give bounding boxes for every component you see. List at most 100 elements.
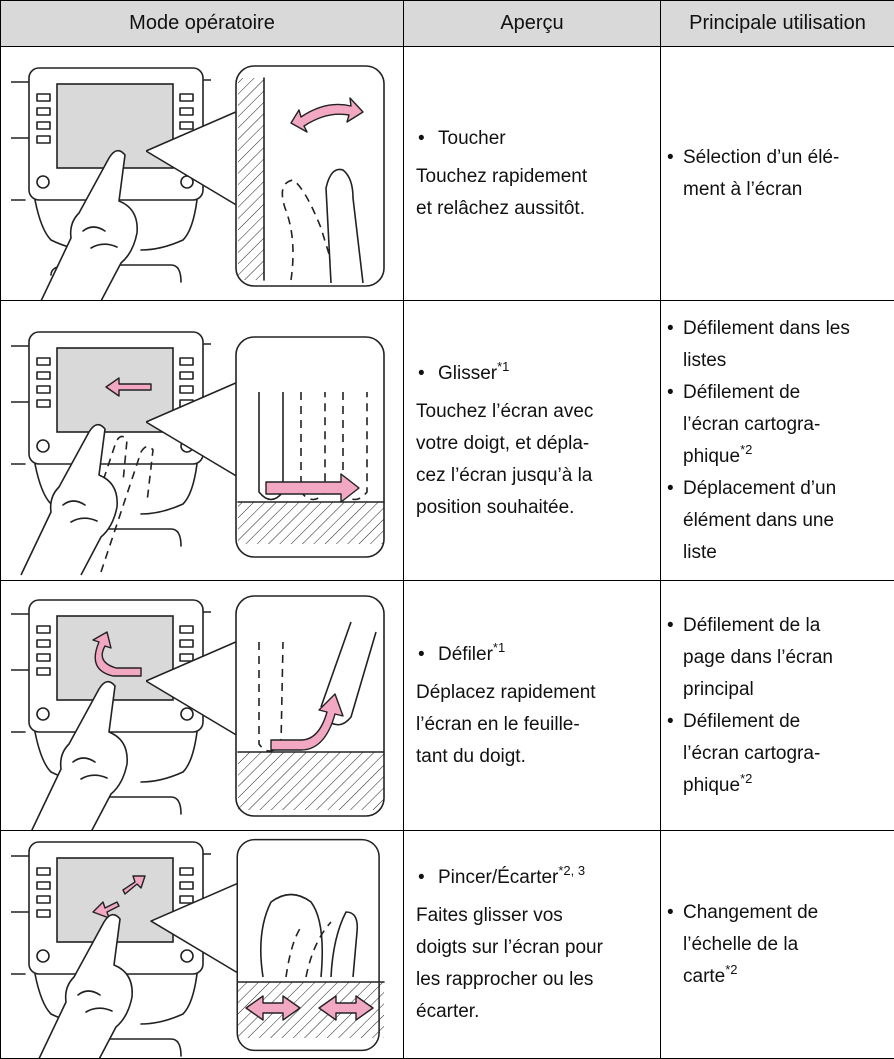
usage-line: listes (683, 345, 894, 377)
usage-line: carte*2 (683, 961, 894, 993)
usage-line: ment à l’écran (683, 174, 894, 206)
usage-text: phique (683, 446, 740, 467)
footnote-ref: *1 (493, 640, 505, 655)
usage-item: Déplacement d’un élément dans une liste (667, 473, 894, 569)
usage-line: Défilement dans les (683, 313, 894, 345)
usage-line: page dans l’écran (683, 642, 894, 674)
gesture: Toucher (416, 123, 660, 155)
usage-text: l’échelle de la (683, 934, 798, 955)
illustration-cell (1, 301, 404, 581)
usage-line: l’écran cartogra- (683, 409, 894, 441)
pinch-illustration (1, 832, 404, 1058)
usage-item: Changement de l’échelle de la carte*2 (667, 897, 894, 993)
usage-text: Sélection d’un élé- (683, 147, 839, 168)
usage-text: carte (683, 966, 725, 987)
header-cell: Mode opératoire (1, 1, 404, 47)
usage-text: Défilement de (683, 382, 800, 403)
drawing-rect (238, 502, 384, 544)
usage-item: Défilement dans les listes (667, 313, 894, 377)
description-line: Touchez rapidement (416, 161, 660, 193)
usage-text: liste (683, 542, 717, 563)
usage-line: élément dans une (683, 505, 894, 537)
usage-item: Défilement de la page dans l’écran princip… (667, 610, 894, 706)
description-line: Touchez l’écran avec (416, 396, 660, 428)
description-line: les rapprocher ou les (416, 964, 660, 996)
usage-line: phique*2 (683, 441, 894, 473)
drawing-path (261, 894, 322, 977)
header-cell: Aperçu (404, 1, 661, 47)
header-cell: Principale utilisation (661, 1, 894, 47)
usage-cell: Défilement de la page dans l’écran princip… (661, 581, 894, 831)
illustration-cell (1, 581, 404, 831)
usage-line: Défilement de (683, 706, 894, 738)
usage-item: Défilement de l’écran cartogra-phique*2 (667, 377, 894, 473)
drawing-thead: Mode opératoire Aperçu Principale utilis… (1, 1, 894, 47)
usage-text: ment à l’écran (683, 179, 802, 200)
usage-line: Défilement de la (683, 610, 894, 642)
usage-text: Déplacement d’un (683, 478, 836, 499)
usage-line: Défilement de (683, 377, 894, 409)
description-line: Déplacez rapidement (416, 677, 660, 709)
header-row: Mode opératoire Aperçu Principale utilis… (1, 1, 894, 47)
usage-text: listes (683, 350, 726, 371)
gesture-name: Toucher (438, 128, 506, 149)
usage-text: l’écran cartogra- (683, 414, 820, 435)
usage-line: l’échelle de la (683, 929, 894, 961)
usage-cell: Changement de l’échelle de la carte*2 (661, 831, 894, 1059)
usage-line: l’écran cartogra- (683, 738, 894, 770)
usage-cell: Défilement dans les listes Défilement de l’… (661, 301, 894, 581)
description-line: votre doigt, et dépla- (416, 428, 660, 460)
usage-line: Changement de (683, 897, 894, 929)
gesture: Défiler*1 (416, 639, 660, 671)
footnote-ref: *2 (740, 771, 752, 786)
usage-cell: Sélection d’un élé-ment à l’écran (661, 47, 894, 301)
description-line: l’écran en le feuille- (416, 709, 660, 741)
usage-text: Défilement de (683, 711, 800, 732)
usage-line: principal (683, 674, 894, 706)
description-line: cez l’écran jusqu’à la (416, 460, 660, 492)
description-line: tant du doigt. (416, 741, 660, 773)
gesture-name: Défiler (438, 644, 493, 665)
usage-line: Sélection d’un élé- (683, 142, 894, 174)
footnote-ref: *2 (725, 962, 737, 977)
gesture: Pincer/Écarter*2, 3 (416, 862, 660, 894)
drag-illustration (1, 302, 404, 580)
gesture-name: Glisser (438, 363, 497, 384)
usage-text: l’écran cartogra- (683, 743, 820, 764)
description-line: Faites glisser vos (416, 900, 660, 932)
usage-text: principal (683, 679, 754, 700)
description-line: et relâchez aussitôt. (416, 193, 660, 225)
usage-text: Défilement dans les (683, 318, 850, 339)
tap-illustration (1, 48, 404, 300)
usage-text: page dans l’écran (683, 647, 833, 668)
usage-text: phique (683, 775, 740, 796)
gesture-name: Pincer/Écarter (438, 867, 558, 888)
description-line: écarter. (416, 996, 660, 1028)
usage-text: élément dans une (683, 510, 834, 531)
footnote-ref: *2 (740, 442, 752, 457)
illustration-cell (1, 831, 404, 1059)
usage-text: Défilement de la (683, 615, 820, 636)
flick-illustration (1, 582, 404, 830)
footnote-ref: *1 (497, 359, 509, 374)
usage-item: Sélection d’un élé-ment à l’écran (667, 142, 894, 206)
illustration-cell (1, 47, 404, 301)
usage-line: phique*2 (683, 770, 894, 802)
usage-line: Déplacement d’un (683, 473, 894, 505)
description-line: position souhaitée. (416, 492, 660, 524)
usage-item: Défilement de l’écran cartogra-phique*2 (667, 706, 894, 802)
usage-text: Changement de (683, 902, 818, 923)
usage-line: liste (683, 537, 894, 569)
gesture: Glisser*1 (416, 358, 660, 390)
